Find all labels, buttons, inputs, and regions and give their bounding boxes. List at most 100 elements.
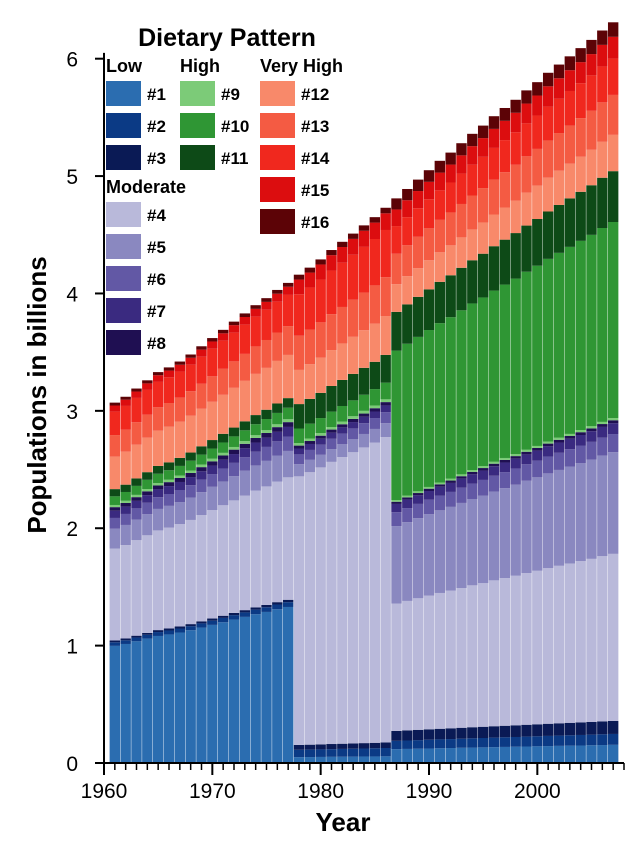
bar-segment <box>488 214 500 247</box>
bar-segment <box>315 322 326 358</box>
bar-segment <box>217 622 229 763</box>
bar-segment <box>358 246 370 293</box>
bar-segment <box>228 615 240 620</box>
bar-segment <box>250 435 261 438</box>
bar-segment <box>477 188 489 223</box>
bar-segment <box>575 48 586 63</box>
legend-label: #9 <box>221 85 240 104</box>
bar-segment <box>185 354 196 358</box>
bar-segment <box>499 578 511 726</box>
bar-segment <box>207 620 218 625</box>
bar-segment <box>261 432 272 438</box>
bar-segment <box>272 332 283 361</box>
y-tick-label: 3 <box>66 401 78 424</box>
bar-segment <box>445 590 456 729</box>
bar-segment <box>467 483 478 499</box>
bar-segment <box>499 725 511 738</box>
bar-segment <box>120 484 131 492</box>
bar-segment <box>217 468 229 482</box>
bar-segment <box>499 284 511 458</box>
bar-segment <box>575 722 586 735</box>
bar-segment <box>163 482 175 487</box>
bar-segment <box>564 70 576 91</box>
bar-segment <box>315 444 326 455</box>
bar-segment <box>326 350 337 386</box>
bar-segment <box>402 748 413 763</box>
legend-label: #5 <box>147 238 166 257</box>
bar-segment <box>521 156 532 193</box>
bar-segment <box>467 470 478 472</box>
bar-segment <box>510 736 521 747</box>
bar-segment <box>282 407 294 420</box>
bar-segment <box>217 368 229 395</box>
bar-segment <box>575 430 586 433</box>
bar-segment <box>510 456 521 459</box>
bar-segment <box>542 735 554 747</box>
bar-segment <box>261 607 272 612</box>
bar-segment <box>575 118 586 157</box>
bar-segment <box>434 486 446 496</box>
bar-segment <box>347 416 359 419</box>
bar-segment <box>369 411 381 419</box>
bar-segment <box>250 305 261 309</box>
bar-segment <box>467 195 478 230</box>
bar-segment <box>412 748 424 763</box>
bar-segment <box>369 748 381 757</box>
bar-segment <box>217 459 229 469</box>
bar-segment <box>120 513 131 525</box>
bar-segment <box>456 203 467 238</box>
bar-segment <box>564 449 576 467</box>
bar-segment <box>174 421 186 458</box>
legend-swatch <box>106 330 141 355</box>
bar-segment <box>250 609 261 615</box>
bar-segment <box>423 170 435 182</box>
bar-segment <box>380 412 391 424</box>
bar-segment <box>445 739 456 749</box>
bar-segment <box>185 472 196 478</box>
bar-segment <box>131 497 142 501</box>
bar-segment <box>120 640 131 644</box>
bar-segment <box>597 734 608 746</box>
bar-segment <box>185 626 196 631</box>
bar-segment <box>369 442 381 743</box>
legend: Dietary Pattern Low#1 #2 #3 High#9 #10 #11 Very… <box>106 24 343 355</box>
bar-segment <box>185 497 196 520</box>
bar-segment <box>586 459 597 559</box>
bar-segment <box>380 277 391 317</box>
bar-segment <box>239 448 251 458</box>
bar-segment <box>369 285 381 324</box>
bar-segment <box>315 749 326 757</box>
bar-segment <box>532 447 543 451</box>
bar-segment <box>456 237 467 268</box>
bar-segment <box>564 563 576 723</box>
bar-segment <box>575 561 586 723</box>
bar-segment <box>337 247 348 263</box>
bar-segment <box>228 619 240 763</box>
bar-segment <box>488 747 500 763</box>
legend-group-label: High <box>180 56 220 76</box>
bar-segment <box>412 503 424 519</box>
bar-segment <box>326 449 337 462</box>
bar-segment <box>131 500 142 509</box>
bar-segment <box>597 426 608 438</box>
bar-segment <box>434 592 446 729</box>
bar-segment <box>109 405 121 412</box>
bar-segment <box>142 489 153 492</box>
bar-segment <box>607 418 619 421</box>
bar-segment <box>272 441 283 456</box>
bar-segment <box>326 432 337 439</box>
bar-segment <box>217 615 229 618</box>
bar-segment <box>521 451 532 455</box>
bar-segment <box>456 727 467 739</box>
legend-swatch <box>180 145 215 170</box>
bar-segment <box>120 506 131 514</box>
bar-segment <box>575 62 586 84</box>
bar-segment <box>174 475 186 478</box>
bars-layer <box>109 22 619 763</box>
bar-segment <box>456 474 467 477</box>
bar-segment <box>207 338 218 342</box>
bar-segment <box>142 472 153 480</box>
bar-segment <box>477 468 489 471</box>
bar-segment <box>380 382 391 400</box>
